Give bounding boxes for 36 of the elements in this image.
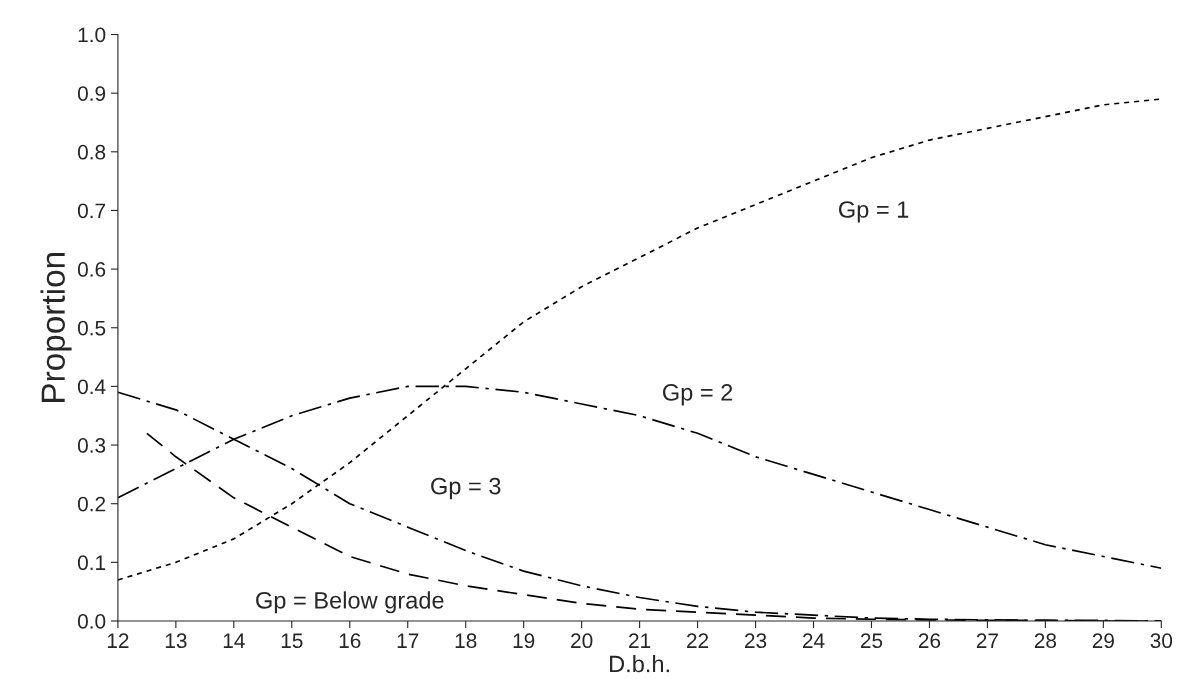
y-tick-label: 0.2: [77, 496, 106, 512]
series-label: Gp = 3: [431, 477, 501, 500]
x-tick-label: 30: [1150, 633, 1173, 649]
y-tick-label: 0.3: [77, 438, 106, 453]
x-axis-title: D.b.h.: [610, 655, 669, 673]
x-tick-label: 28: [1034, 633, 1057, 649]
y-tick-label: 0.4: [77, 379, 106, 395]
x-tick-label: 23: [745, 633, 767, 649]
x-tick-label: 17: [397, 633, 419, 648]
x-tick-label: 19: [513, 633, 535, 649]
y-tick-label: 1.0: [78, 27, 106, 43]
y-tick-label: 0.1: [77, 555, 106, 571]
series-label: Gp = 1: [839, 201, 909, 223]
x-tick-label: 24: [802, 633, 825, 648]
x-tick-label: 22: [687, 633, 709, 648]
x-tick-label: 14: [223, 633, 245, 648]
series-label: Gp = Below grade: [256, 591, 444, 614]
y-tick-label: 0.0: [77, 614, 106, 629]
x-tick-label: 12: [107, 633, 129, 648]
x-tick-label: 29: [1092, 633, 1114, 649]
y-tick-label: 0.9: [77, 86, 106, 101]
y-axis-title: Proportion: [40, 253, 72, 402]
y-tick-label: 0.8: [77, 144, 106, 160]
x-tick-label: 21: [629, 633, 651, 648]
x-tick-label: 27: [976, 633, 998, 648]
x-tick-label: 26: [918, 633, 941, 649]
y-tick-label: 0.6: [77, 262, 106, 277]
y-tick-label: 0.7: [77, 203, 106, 219]
x-tick-label: 18: [455, 633, 477, 649]
x-tick-label: 25: [860, 633, 883, 649]
x-tick-label: 13: [165, 633, 187, 649]
series-label: Gp = 2: [663, 384, 733, 406]
x-tick-label: 15: [281, 633, 303, 649]
y-tick-label: 0.5: [77, 320, 106, 336]
x-tick-label: 16: [339, 633, 361, 649]
x-tick-label: 20: [571, 633, 593, 649]
